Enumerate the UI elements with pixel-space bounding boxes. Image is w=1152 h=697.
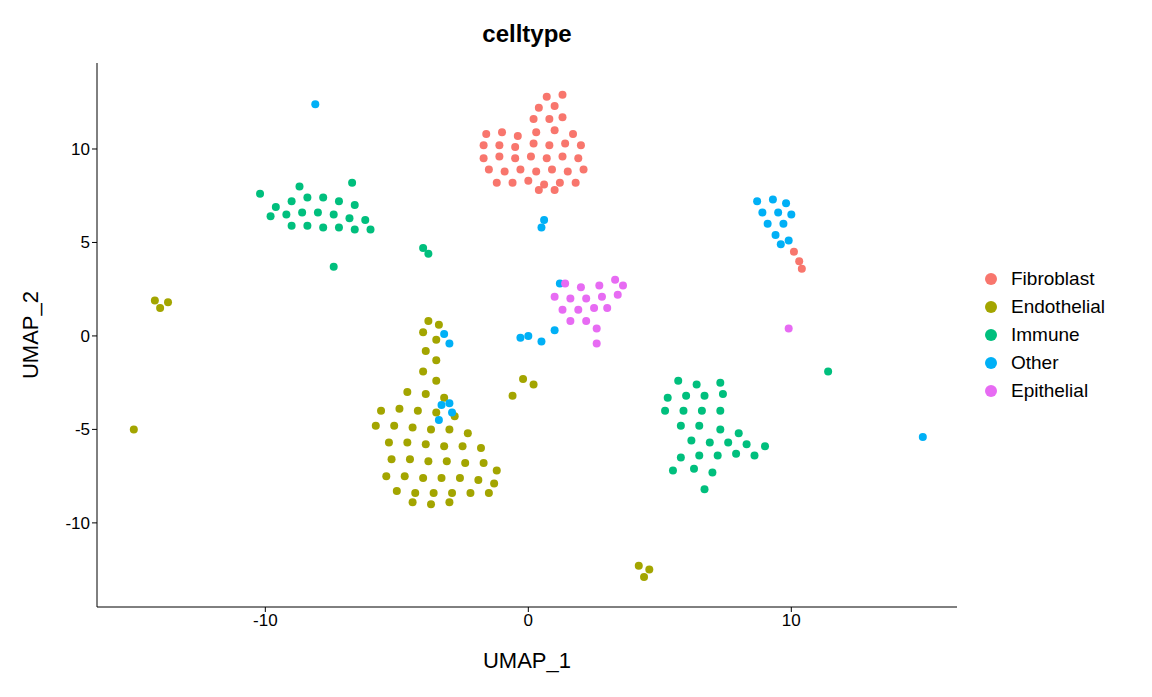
html-text:Immune: Immune (1011, 324, 1080, 345)
html-text:Epithelial: Epithelial (1011, 380, 1089, 401)
svg-text:UMAP_2: UMAP_2 (18, 291, 43, 379)
svg-text:0: 0 (524, 611, 533, 630)
html-text:Endothelial: Endothelial (1011, 296, 1105, 317)
svg-text:10: 10 (71, 140, 90, 159)
svg-text:0: 0 (81, 327, 90, 346)
svg-text:-5: -5 (75, 420, 90, 439)
svg-text:-10: -10 (253, 611, 278, 630)
html-text:Other: Other (1011, 352, 1059, 373)
svg-text:UMAP_1: UMAP_1 (483, 648, 571, 673)
svg-text:10: 10 (782, 611, 801, 630)
html-text:celltype: celltype (482, 20, 572, 47)
html-text:Fibroblast: Fibroblast (1011, 268, 1095, 289)
svg-text:-10: -10 (65, 514, 90, 533)
svg-text:5: 5 (81, 233, 90, 252)
